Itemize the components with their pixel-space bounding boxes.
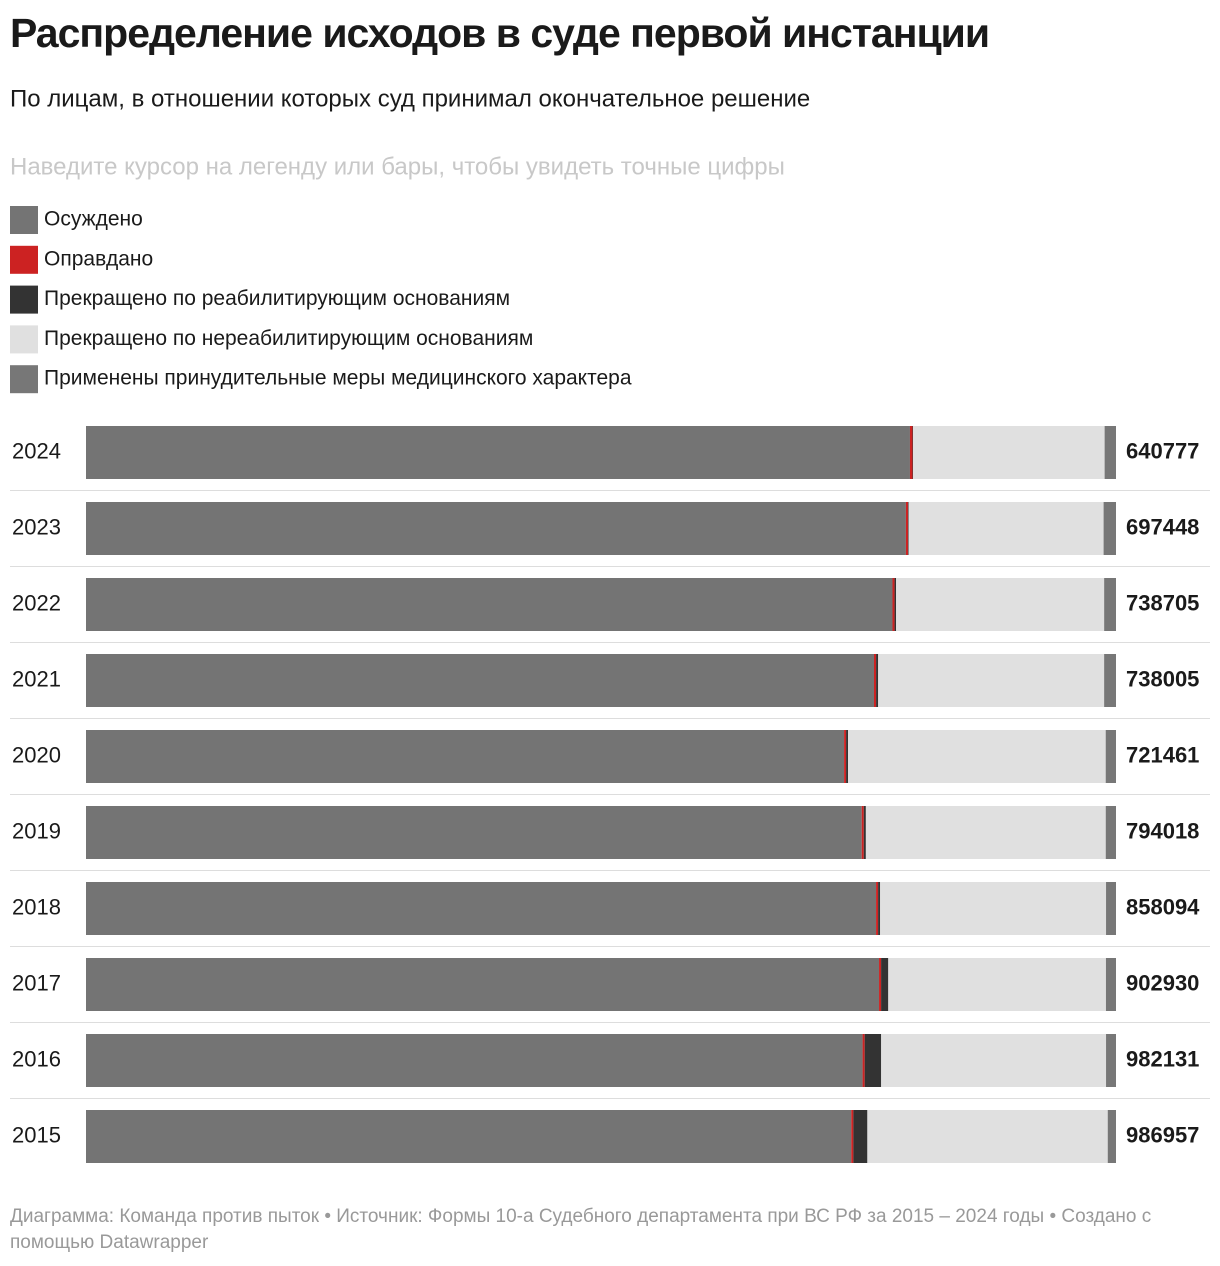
bar-segment[interactable] [908,502,1104,555]
legend-label[interactable]: Применены принудительные меры медицинско… [44,367,632,390]
bar-segment[interactable] [862,1034,865,1087]
bar-segment[interactable] [86,730,845,783]
bar-segment[interactable] [892,578,895,631]
bar-segment[interactable] [1104,654,1116,707]
bar-segment[interactable] [851,1110,854,1163]
bar-segment[interactable] [894,578,897,631]
total-label: 721461 [1126,742,1199,767]
bar-segment[interactable] [873,654,877,707]
bar-segment[interactable] [865,806,1106,859]
category-label: 2017 [12,970,61,995]
category-label: 2020 [12,742,61,767]
bar-segment[interactable] [881,958,889,1011]
legend-swatch[interactable] [10,206,38,234]
hover-note: Наведите курсор на легенду или бары, что… [10,153,785,180]
bar-segment[interactable] [853,1110,868,1163]
bar-segment[interactable] [848,730,1106,783]
bar-segment[interactable] [1105,958,1116,1011]
bar-segment[interactable] [86,654,874,707]
bar-segment[interactable] [844,730,847,783]
bar-segment[interactable] [1104,426,1116,479]
total-label: 640777 [1126,438,1199,463]
total-label: 858094 [1126,894,1200,919]
bar-segment[interactable] [1103,502,1116,555]
legend-swatch[interactable] [10,245,38,274]
category-label: 2024 [12,438,61,463]
bar-segment[interactable] [1106,882,1116,935]
bar-segment[interactable] [1105,730,1116,783]
legend-swatch[interactable] [10,285,38,314]
bar-segment[interactable] [86,1034,863,1087]
bar-segment[interactable] [879,958,882,1011]
total-label: 902930 [1126,970,1199,995]
bar-segment[interactable] [86,958,880,1011]
legend-swatch[interactable] [10,325,38,354]
bar-segment[interactable] [86,578,893,631]
bar-segment[interactable] [876,882,879,935]
bar-segment[interactable] [909,426,913,479]
bar-segment[interactable] [846,730,849,783]
bar-segment[interactable] [896,578,1105,631]
category-label: 2022 [12,590,61,615]
bar-segment[interactable] [86,502,906,555]
source: Диаграмма: Команда против пыток • Источн… [10,1206,1152,1253]
bar-segment[interactable] [1105,806,1116,859]
bar-segment[interactable] [86,1110,852,1163]
total-label: 738705 [1126,590,1199,615]
bar-segment[interactable] [876,654,879,707]
legend-label[interactable]: Оправдано [44,247,153,270]
bar-segment[interactable] [86,882,877,935]
total-label: 986957 [1126,1122,1199,1147]
total-label: 738005 [1126,666,1199,691]
legend-label[interactable]: Прекращено по нереабилитирующим основани… [44,327,533,350]
bar-segment[interactable] [86,806,862,859]
category-label: 2018 [12,894,61,919]
bar-segment[interactable] [878,882,881,935]
bar-segment[interactable] [913,426,1105,479]
bar-segment[interactable] [888,958,1106,1011]
bar-segment[interactable] [864,1034,882,1087]
category-label: 2016 [12,1046,61,1071]
bar-segment[interactable] [880,882,1107,935]
bar-segment[interactable] [1106,1034,1116,1087]
category-label: 2015 [12,1122,61,1147]
total-label: 982131 [1126,1046,1199,1071]
bar-segment[interactable] [878,654,1105,707]
total-label: 794018 [1126,818,1199,843]
bar-segment[interactable] [861,806,864,859]
bar-segment[interactable] [863,806,866,859]
legend-label[interactable]: Осуждено [44,208,143,231]
category-label: 2023 [12,514,61,539]
bar-segment[interactable] [907,502,909,555]
total-label: 697448 [1126,514,1199,539]
chart-subtitle: По лицам, в отношении которых суд приним… [10,85,810,112]
chart: Распределение исходов в суде первой инст… [10,10,1210,1163]
category-label: 2021 [12,666,61,691]
legend-label[interactable]: Прекращено по реабилитирующим основаниям [44,287,510,310]
bar-segment[interactable] [86,426,910,479]
bar-segment[interactable] [881,1034,1107,1087]
bar-segment[interactable] [1104,578,1116,631]
legend-swatch[interactable] [10,365,38,394]
category-label: 2019 [12,818,61,843]
chart-title: Распределение исходов в суде первой инст… [10,10,989,56]
bar-segment[interactable] [905,502,908,555]
bar-segment[interactable] [867,1110,1108,1163]
bar-segment[interactable] [1107,1110,1116,1163]
